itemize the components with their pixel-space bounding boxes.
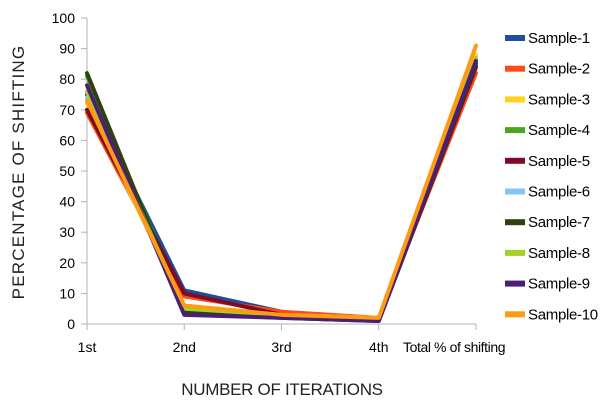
- y-tick-label: 60: [59, 132, 75, 148]
- axes: [86, 18, 476, 325]
- legend-swatch: [505, 311, 525, 318]
- y-tick-label: 0: [67, 316, 75, 332]
- series-line-sample-5: [85, 64, 478, 323]
- x-axis-title: NUMBER OF ITERATIONS: [181, 380, 382, 399]
- y-ticks: 0 10 20 30 40 50 60 70 80 90 100: [52, 10, 87, 332]
- legend-label: Sample-6: [528, 184, 590, 201]
- x-tick-label: 1st: [78, 339, 97, 355]
- y-tick-label: 40: [59, 194, 75, 210]
- y-tick-label: 80: [59, 71, 75, 87]
- series-line-sample-7: [85, 61, 478, 323]
- y-tick-label: 30: [59, 224, 75, 240]
- legend-swatch: [505, 219, 525, 226]
- legend-swatch: [505, 249, 525, 256]
- legend-label: Sample-10: [528, 306, 598, 323]
- series-line-sample-3: [85, 52, 478, 320]
- series-line-sample-8: [85, 55, 478, 320]
- series-line-sample-4: [85, 61, 478, 323]
- legend-label: Sample-5: [528, 153, 590, 170]
- y-tick-label: 50: [59, 163, 75, 179]
- legend-label: Sample-8: [528, 245, 590, 262]
- legend-swatch: [505, 188, 525, 195]
- legend-swatch: [505, 157, 525, 164]
- y-tick-label: 10: [59, 285, 75, 301]
- legend: Sample-1 Sample-2 Sample-3 Sample-4 Sample-5…: [505, 30, 598, 323]
- series-line-sample-10: [85, 43, 478, 320]
- series-line-sample-2: [85, 71, 478, 320]
- y-tick-label: 20: [59, 255, 75, 271]
- y-tick-label: 100: [52, 10, 76, 26]
- legend-label: Sample-1: [528, 30, 590, 47]
- legend-swatch: [505, 127, 525, 134]
- x-ticks: 1st 2nd 3rd 4th Total % of shifting: [78, 324, 506, 355]
- legend-label: Sample-2: [528, 61, 590, 78]
- x-tick-label: 3rd: [271, 339, 291, 355]
- legend-swatch: [505, 35, 525, 41]
- legend-swatch: [505, 280, 525, 287]
- legend-swatch: [505, 65, 525, 72]
- legend-label: Sample-7: [528, 214, 590, 231]
- series-line-sample-9: [85, 58, 478, 323]
- legend-label: Sample-4: [528, 122, 590, 139]
- series-line-sample-1: [85, 64, 478, 323]
- series-line-sample-6: [85, 58, 478, 320]
- y-tick-label: 90: [59, 41, 75, 57]
- y-axis-title: PERCENTAGE OF SHIFTING: [9, 45, 28, 300]
- y-tick-label: 70: [59, 102, 75, 118]
- legend-label: Sample-3: [528, 91, 590, 108]
- x-tick-label: Total % of shifting: [403, 339, 505, 355]
- x-tick-label: 4th: [369, 339, 388, 355]
- legend-label: Sample-9: [528, 276, 590, 293]
- series-lines: [85, 43, 478, 323]
- x-tick-label: 2nd: [173, 339, 196, 355]
- legend-swatch: [505, 96, 525, 103]
